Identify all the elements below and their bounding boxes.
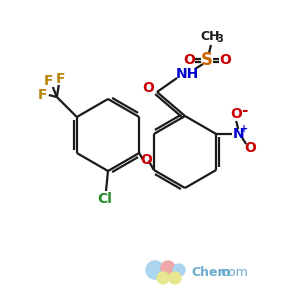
Text: O: O <box>219 53 231 67</box>
Text: 3: 3 <box>217 34 224 44</box>
Text: O: O <box>141 152 152 167</box>
Text: Cl: Cl <box>98 192 112 206</box>
Circle shape <box>169 272 181 284</box>
Text: F: F <box>38 88 48 102</box>
Text: -: - <box>241 103 247 118</box>
Text: O: O <box>230 107 242 121</box>
Circle shape <box>146 261 164 279</box>
Text: O: O <box>244 141 256 155</box>
Text: NH: NH <box>176 67 199 81</box>
Text: O: O <box>183 53 195 67</box>
Text: F: F <box>44 74 54 88</box>
Text: CH: CH <box>200 29 220 43</box>
Text: S: S <box>201 51 213 69</box>
Text: Chem: Chem <box>191 266 230 278</box>
Circle shape <box>157 272 169 284</box>
Circle shape <box>173 264 185 276</box>
Text: N: N <box>232 127 244 141</box>
Text: F: F <box>56 72 66 86</box>
Text: +: + <box>240 124 248 134</box>
Circle shape <box>161 261 175 275</box>
Text: O: O <box>142 81 154 95</box>
Text: .com: .com <box>218 266 249 278</box>
